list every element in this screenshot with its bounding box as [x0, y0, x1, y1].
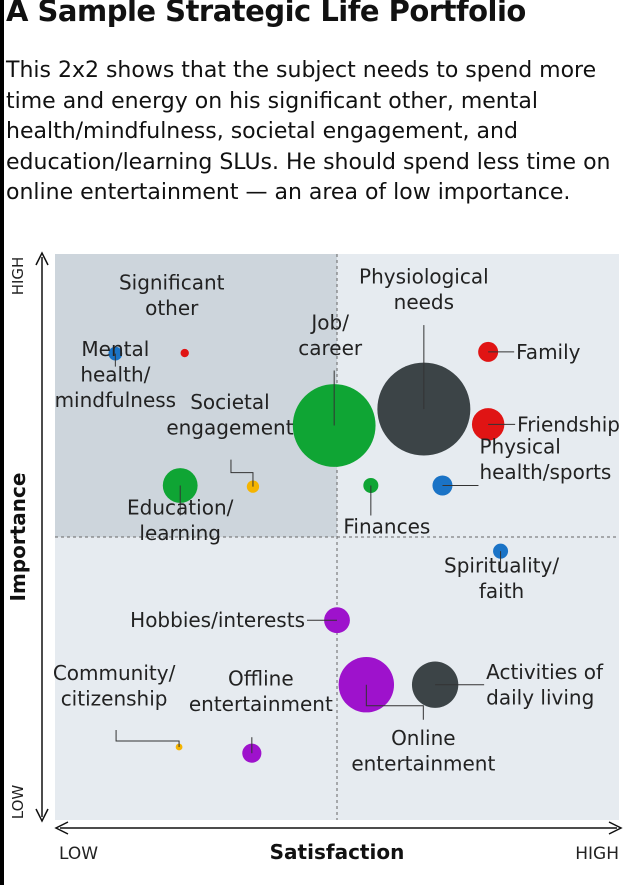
point-significant-other	[180, 348, 189, 358]
left-accent-rule	[0, 0, 4, 885]
label-finances-line-1: Finances	[343, 514, 430, 538]
label-mental-health-line-2: health/	[80, 363, 150, 387]
label-job-career-line-2: career	[298, 336, 363, 360]
label-mental-health-line-3: mindfulness	[55, 388, 177, 412]
leader-line-online-entertainment	[365, 684, 424, 720]
label-physiological-needs-line-2: needs	[394, 290, 454, 314]
label-significant-other-line-2: other	[145, 296, 199, 320]
label-offline-entertainment-line-1: Offline	[228, 666, 294, 690]
x-low-label: LOW	[59, 844, 98, 864]
point-community-citizenship	[175, 743, 183, 751]
label-family-line-1: Family	[516, 340, 581, 364]
x-high-label: HIGH	[575, 844, 619, 864]
label-education-learning-line-2: learning	[139, 521, 221, 545]
label-physical-health-line-2: health/sports	[479, 460, 611, 484]
chart-subtitle: This 2x2 shows that the subject needs to…	[6, 58, 611, 205]
label-job-career-line-1: Job/	[309, 311, 349, 335]
label-physiological-needs-line-1: Physiological	[359, 264, 489, 288]
x-axis-title: Satisfaction	[270, 840, 405, 864]
point-friendship	[471, 408, 505, 441]
label-community-citizenship-line-2: citizenship	[61, 687, 168, 711]
label-offline-entertainment-line-2: entertainment	[189, 692, 333, 716]
label-activities-daily-living-line-1: Activities of	[486, 660, 604, 684]
label-community-citizenship-line-1: Community/	[53, 661, 176, 685]
label-education-learning-line-1: Education/	[127, 496, 234, 520]
label-physical-health-line-1: Physical	[479, 435, 560, 459]
y-high-label: HIGH	[9, 257, 27, 296]
x-axis: LOW HIGH Satisfaction	[54, 821, 623, 864]
label-activities-daily-living-line-2: daily living	[486, 685, 594, 709]
label-spirituality-faith-line-2: faith	[479, 579, 524, 603]
chart-title: A Sample Strategic Life Portfolio	[6, 0, 526, 28]
label-societal-engagement-line-1: Societal	[190, 390, 269, 414]
leader-line-societal-engagement	[230, 459, 254, 487]
label-significant-other-line-1: Significant	[119, 270, 225, 294]
y-axis: HIGH LOW Importance	[6, 251, 49, 823]
label-societal-engagement-line-2: engagement	[166, 415, 293, 439]
label-online-entertainment-line-1: Online	[391, 726, 456, 750]
label-friendship-line-1: Friendship	[517, 412, 620, 436]
label-mental-health-line-1: Mental	[81, 337, 149, 361]
point-mental-health	[108, 346, 123, 361]
leader-line-community-citizenship	[115, 729, 180, 747]
y-low-label: LOW	[9, 785, 27, 820]
y-axis-title: Importance	[6, 473, 30, 602]
label-online-entertainment-line-2: entertainment	[351, 751, 495, 775]
label-hobbies-interests-line-1: Hobbies/interests	[130, 608, 305, 632]
label-spirituality-faith-line-1: Spirituality/	[444, 553, 559, 577]
data-points	[108, 341, 509, 763]
point-offline-entertainment	[242, 743, 262, 763]
